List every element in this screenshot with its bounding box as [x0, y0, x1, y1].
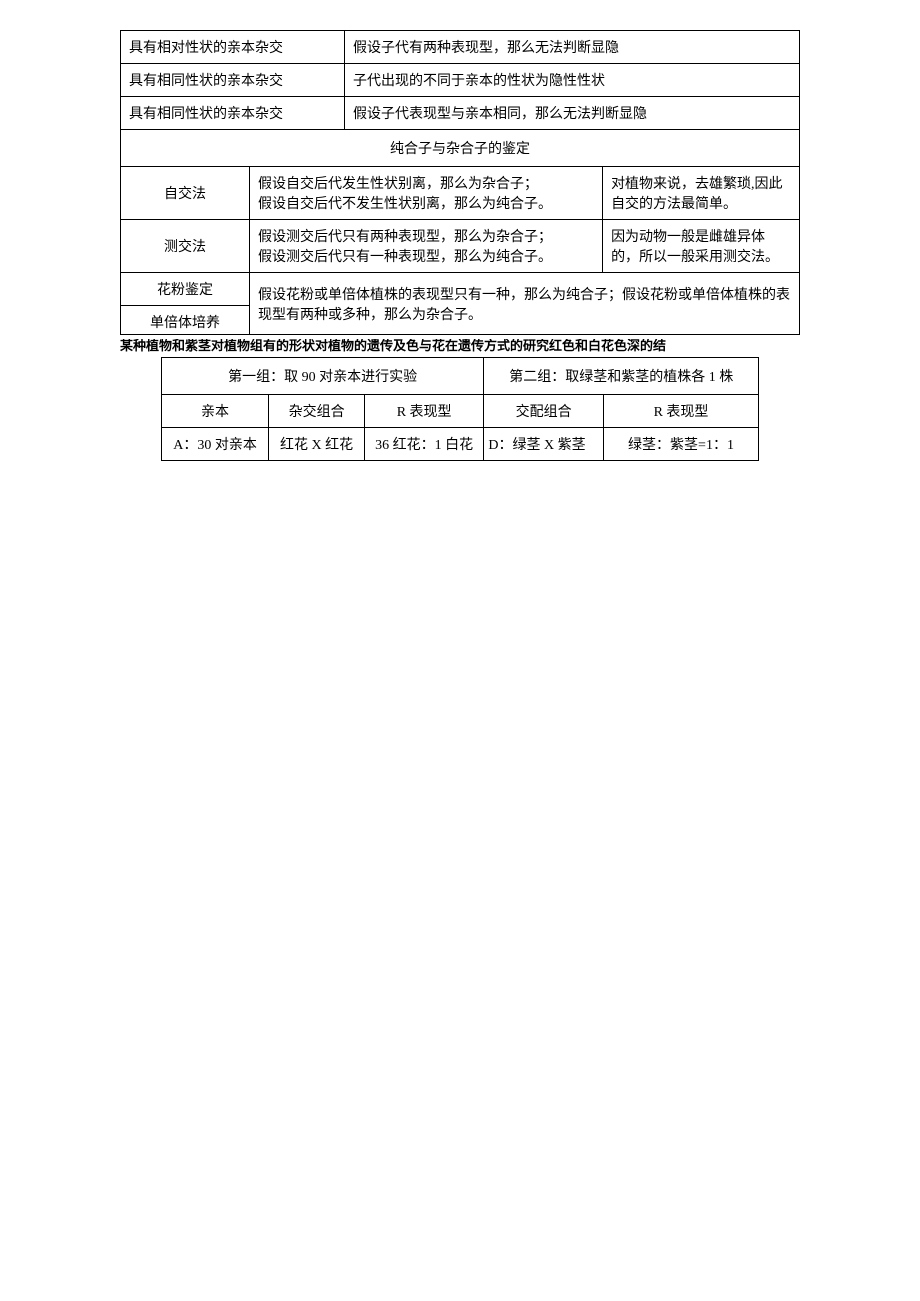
method-name: 自交法	[121, 167, 250, 220]
group-header-row: 第一组：取 90 对亲本进行实验 第二组：取绿茎和紫茎的植株各 1 株	[161, 358, 758, 395]
header-row: 亲本 杂交组合 R 表现型 交配组合 R 表现型	[161, 395, 758, 428]
cell: 具有相同性状的亲本杂交	[121, 64, 345, 97]
cell: 假设子代表现型与亲本相同，那么无法判断显隐	[345, 97, 800, 130]
cell: A：30 对亲本	[161, 428, 269, 461]
cell: D：绿茎 X 紫茎	[484, 428, 603, 461]
method-desc: 假设测交后代只有两种表现型，那么为杂合子； 假设测交后代只有一种表现型，那么为纯…	[250, 220, 603, 273]
cell: 子代出现的不同于亲本的性状为隐性性状	[345, 64, 800, 97]
table-row: 具有相对性状的亲本杂交 假设子代有两种表现型，那么无法判断显隐	[121, 31, 800, 64]
header-cell: 杂交组合	[269, 395, 365, 428]
method-desc: 假设花粉或单倍体植株的表现型只有一种，那么为纯合子；假设花粉或单倍体植株的表现型…	[250, 273, 800, 335]
header-cell: R 表现型	[364, 395, 483, 428]
group2-title: 第二组：取绿茎和紫茎的植株各 1 株	[484, 358, 759, 395]
experiment-table: 第一组：取 90 对亲本进行实验 第二组：取绿茎和紫茎的植株各 1 株 亲本 杂…	[161, 357, 759, 461]
section-title: 纯合子与杂合子的鉴定	[121, 130, 800, 167]
cell: 假设子代有两种表现型，那么无法判断显隐	[345, 31, 800, 64]
cell: 36 红花：1 白花	[364, 428, 483, 461]
table-row: 自交法 假设自交后代发生性状别离，那么为杂合子； 假设自交后代不发生性状别离，那…	[121, 167, 800, 220]
group1-title: 第一组：取 90 对亲本进行实验	[161, 358, 484, 395]
method-desc: 假设自交后代发生性状别离，那么为杂合子； 假设自交后代不发生性状别离，那么为纯合…	[250, 167, 603, 220]
section-title-row: 纯合子与杂合子的鉴定	[121, 130, 800, 167]
method-note: 因为动物一般是雌雄异体的，所以一般采用测交法。	[603, 220, 800, 273]
cell: 绿茎：紫茎=1：1	[603, 428, 758, 461]
method-name: 单倍体培养	[121, 306, 250, 335]
header-cell: R 表现型	[603, 395, 758, 428]
cell: 红花 X 红花	[269, 428, 365, 461]
header-cell: 交配组合	[484, 395, 603, 428]
header-cell: 亲本	[161, 395, 269, 428]
table-row: 测交法 假设测交后代只有两种表现型，那么为杂合子； 假设测交后代只有一种表现型，…	[121, 220, 800, 273]
method-note: 对植物来说，去雄繁琐,因此自交的方法最简单。	[603, 167, 800, 220]
method-name: 测交法	[121, 220, 250, 273]
table-row: 具有相同性状的亲本杂交 子代出现的不同于亲本的性状为隐性性状	[121, 64, 800, 97]
cell: 具有相同性状的亲本杂交	[121, 97, 345, 130]
overlapped-text-line: 某种植物和紫茎对植物组有的形状对植物的遗传及色与花在遗传方式的研究红色和白花色深…	[120, 339, 800, 353]
cell: 具有相对性状的亲本杂交	[121, 31, 345, 64]
data-row: A：30 对亲本 红花 X 红花 36 红花：1 白花 D：绿茎 X 紫茎 绿茎…	[161, 428, 758, 461]
table-row: 花粉鉴定 假设花粉或单倍体植株的表现型只有一种，那么为纯合子；假设花粉或单倍体植…	[121, 273, 800, 306]
table-row: 具有相同性状的亲本杂交 假设子代表现型与亲本相同，那么无法判断显隐	[121, 97, 800, 130]
determination-table: 具有相对性状的亲本杂交 假设子代有两种表现型，那么无法判断显隐 具有相同性状的亲…	[120, 30, 800, 335]
method-name: 花粉鉴定	[121, 273, 250, 306]
